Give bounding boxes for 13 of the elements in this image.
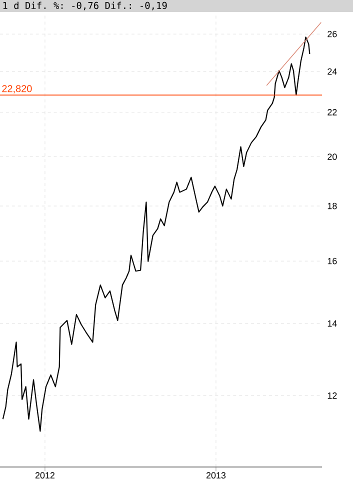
y-tick-label: 22 <box>328 109 337 116</box>
y-tick-label: 14 <box>328 320 337 327</box>
y-tick-label: 18 <box>328 202 337 210</box>
y-tick-label: 24 <box>328 68 337 75</box>
y-tick-label: 16 <box>328 258 337 264</box>
chart-title: 1 d Dif. %: -0,76 Dif.: -0,19 <box>3 2 167 10</box>
y-tick-label: 12 <box>328 392 337 399</box>
y-tick-label: 26 <box>328 30 337 38</box>
x-tick-label: 2013 <box>206 472 226 479</box>
line-series <box>2 36 310 432</box>
y-tick-label: 20 <box>328 154 337 160</box>
x-tick-label: 2012 <box>35 472 54 479</box>
ref-line-label: 22,820 <box>2 85 32 94</box>
